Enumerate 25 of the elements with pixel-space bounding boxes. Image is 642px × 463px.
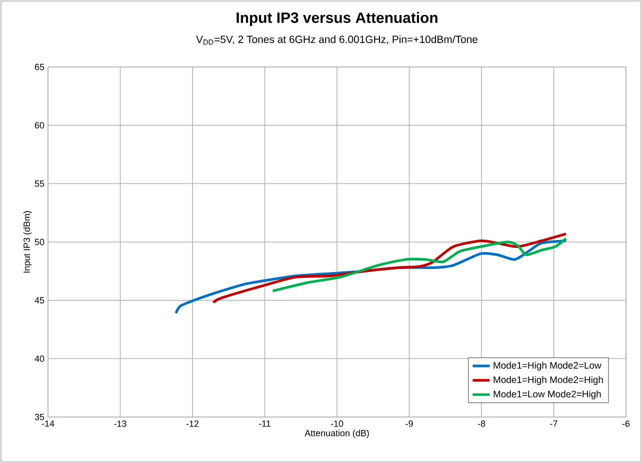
x-tick-label: -13: [114, 420, 126, 427]
x-tick-label: -10: [330, 420, 344, 427]
legend-label: Mode1=High Mode2=Low: [494, 362, 602, 371]
y-tick-label: 35: [34, 414, 44, 420]
legend-label: Mode1=Low Mode2=High: [494, 390, 601, 400]
x-tick-label: -9: [406, 420, 413, 427]
x-tick-label: -11: [259, 420, 270, 427]
y-axis-title: Input IP3 (dBm): [23, 211, 32, 273]
legend-label: Mode1=High Mode2=High: [494, 376, 603, 385]
chart-subtitle: V$_{DD}$=5V, 2 Tones at 6GHz and 6.001GHz, Pin=+10dBm/Tone: [196, 35, 478, 45]
chart-title: Input IP3 versus Attenuation: [236, 12, 438, 26]
y-tick-label: 55: [34, 180, 44, 187]
x-axis-title: Attenuation (dB): [304, 430, 369, 438]
y-tick-label: 40: [34, 355, 44, 362]
line-series: [212, 232, 568, 304]
y-tick-label: 60: [34, 122, 44, 128]
x-tick-label: -6: [622, 420, 630, 427]
x-tick-label: -12: [186, 420, 199, 427]
x-tick-label: -7: [550, 420, 558, 427]
y-tick-label: 45: [34, 297, 44, 304]
x-tick-label: -8: [478, 420, 486, 427]
line-series: [271, 237, 568, 292]
x-tick-label: -14: [42, 420, 54, 427]
y-tick-label: 65: [34, 64, 44, 70]
y-tick-label: 50: [34, 238, 44, 246]
